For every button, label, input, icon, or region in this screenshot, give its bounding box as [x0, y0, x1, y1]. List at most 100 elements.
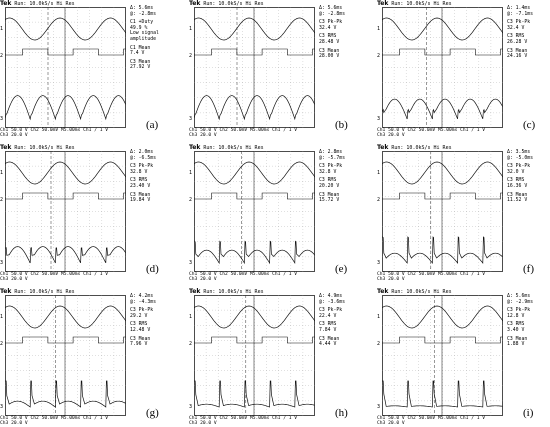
ch3-trace — [5, 380, 126, 408]
meas2-value: 7.4 V — [130, 51, 145, 57]
ch1-ground-marker: 1 — [0, 170, 4, 176]
footer-ch3-scale: 20.0 V — [11, 133, 28, 139]
measurement-readout: Δ: 2.8ms @: -5.7ms C3 Pk-Pk 32.8 V C3 RMS 20.… — [319, 150, 361, 204]
footer-ch3-scale: 20.0 V — [200, 277, 217, 283]
footer-ch1-scale: 50.0 V — [200, 416, 217, 421]
footer-trigger-level: 1 V — [288, 416, 298, 421]
meas1-title: C3 Pk-Pk — [319, 308, 343, 314]
scope-screen: 1 — [194, 151, 315, 272]
ch1-trace — [382, 161, 503, 185]
meas1-title: C3 Pk-Pk — [507, 164, 531, 170]
footer-ch1-label: Ch1 — [377, 416, 386, 421]
panel-letter: (c) — [523, 119, 536, 131]
scope-header: Tek Run: 10.0kS/s Hi Res — [0, 288, 75, 296]
cursor-position: @: -4.3ms — [130, 299, 156, 305]
footer-ch1-scale: 50.0 V — [200, 128, 217, 133]
scope-panel: Tek Run: 10.0kS/s Hi Res1123Δ: 4.9ms@: -… — [189, 288, 361, 427]
footer-line-1: Ch1 50.0 V Ch2 50.0mV M5.00ms Ch1 ∕ 1 V — [377, 128, 517, 133]
footer-ch3-label: Ch3 — [0, 421, 9, 427]
cursor-delta: Δ: 5.6ms — [507, 294, 531, 299]
footer-trigger: Ch1 ∕ — [272, 416, 286, 421]
footer-timebase: M5.00ms — [437, 272, 458, 277]
meas1-value: 22.4 V — [319, 313, 337, 319]
scope-screen: 1 — [5, 295, 126, 416]
brand-label: Tek — [377, 0, 389, 7]
brand-label: Tek — [0, 144, 12, 151]
ch3-trace — [5, 246, 126, 264]
acq-status: Run: 10.0kS/s — [203, 1, 243, 7]
meas3-value: 1.88 V — [507, 342, 525, 348]
ch2-ground-marker: 2 — [377, 53, 381, 59]
meas1-title: C3 Pk-Pk — [507, 20, 531, 26]
scope-panel: Tek Run: 10.0kS/s Hi Res1123Δ: 4.2ms@: -… — [0, 288, 172, 427]
ch3-ground-marker: 3 — [189, 404, 193, 410]
footer-ch1-label: Ch1 — [0, 128, 9, 133]
footer-line-2: Ch3 20.0 V — [377, 133, 517, 138]
brand-label: Tek — [0, 288, 12, 295]
footer-ch2-scale: 50.0mV — [41, 416, 59, 421]
footer-line-1: Ch1 50.0 V Ch2 50.0mV M5.00ms Ch1 ∕ 1 V — [189, 416, 329, 421]
footer-trigger: Ch1 ∕ — [460, 416, 474, 421]
footer-trigger-level: 1 V — [476, 128, 486, 133]
ch2-trace — [382, 336, 503, 344]
ch3-trace — [194, 240, 315, 265]
meas1-title: C3 Pk-Pk — [130, 164, 154, 170]
cursor-position: @: -5.0ms — [507, 155, 533, 161]
footer-line-2: Ch3 20.0 V — [0, 133, 140, 138]
scope-screen: 1 — [5, 7, 126, 128]
measurement-readout: Δ: 2.0ms @: -6.5ms C3 Pk-Pk 32.8 V C3 RMS 23.… — [130, 150, 172, 204]
acq-status: Run: 10.0kS/s — [14, 1, 54, 7]
ch3-ground-marker: 3 — [189, 116, 193, 122]
footer-trigger: Ch1 ∕ — [272, 272, 286, 277]
meas2-title: C1 Mean — [130, 45, 151, 51]
brand-label: Tek — [189, 144, 201, 151]
acq-mode: Hi Res — [245, 1, 264, 7]
cursor-delta: Δ: 5.6ms — [130, 6, 154, 11]
meas2-title: C3 RMS — [130, 178, 148, 184]
acq-mode: Hi Res — [56, 145, 75, 151]
cursor-delta: Δ: 1.4ms — [507, 6, 531, 11]
meas2-value: 7.84 V — [319, 327, 337, 333]
scope-footer: Ch1 50.0 V Ch2 50.0mV M5.00ms Ch1 ∕ 1 V … — [0, 416, 140, 426]
footer-ch2-scale: 50.0mV — [418, 128, 436, 133]
scope-header: Tek Run: 10.0kS/s Hi Res — [189, 144, 264, 152]
footer-ch1-scale: 50.0 V — [388, 416, 405, 421]
meas3-value: 11.52 V — [507, 198, 528, 204]
meas3-title: C3 Mean — [130, 336, 151, 342]
footer-ch1-label: Ch1 — [189, 128, 198, 133]
panel-letter: (d) — [146, 263, 159, 275]
acq-mode: Hi Res — [245, 145, 264, 151]
meas3-value: 27.92 V — [130, 65, 151, 71]
ch1-trace — [5, 161, 126, 185]
panel-letter: (h) — [335, 407, 348, 419]
scope-footer: Ch1 50.0 V Ch2 50.0mV M5.00ms Ch1 ∕ 1 V … — [0, 128, 140, 138]
panel-letter: (b) — [335, 119, 348, 131]
scope-header: Tek Run: 10.0kS/s Hi Res — [189, 1, 264, 8]
meas2-value: 20.20 V — [319, 183, 340, 189]
cursor-delta: Δ: 2.0ms — [130, 150, 154, 155]
ch3-ground-marker: 3 — [0, 260, 4, 266]
brand-label: Tek — [0, 0, 12, 7]
footer-ch3-label: Ch3 — [377, 133, 386, 139]
footer-timebase: M5.00ms — [249, 128, 270, 133]
ch3-trace — [194, 95, 315, 121]
ch1-trace — [194, 17, 315, 41]
panel-letter: (f) — [523, 263, 534, 275]
meas1-value: 32.0 V — [507, 169, 525, 175]
scope-panel: Tek Run: 10.0kS/s Hi Res1123Δ: 5.6ms@: -… — [0, 0, 172, 139]
footer-ch2-label: Ch2 — [407, 128, 416, 133]
meas1-value: 49.9 % — [130, 25, 148, 31]
footer-line-1: Ch1 50.0 V Ch2 50.0mV M5.00ms Ch1 ∕ 1 V — [0, 272, 140, 277]
footer-ch2-scale: 50.0mV — [41, 128, 59, 133]
measurement-readout: Δ: 5.6ms @: -2.8ms C3 Pk-Pk 32.4 V C3 RMS 28.… — [319, 6, 361, 60]
ch3-ground-marker: 3 — [377, 404, 381, 410]
panel-letter: (a) — [146, 119, 159, 131]
meas3-title: C3 Mean — [319, 336, 340, 342]
measurement-readout: Δ: 3.5ms @: -5.0ms C3 Pk-Pk 32.0 V C3 RMS 16.… — [507, 150, 549, 204]
scope-panel: Tek Run: 10.0kS/s Hi Res1123Δ: 5.6ms@: -… — [189, 0, 361, 139]
footer-timebase: M5.00ms — [249, 272, 270, 277]
scope-footer: Ch1 50.0 V Ch2 50.0mV M5.00ms Ch1 ∕ 1 V … — [0, 272, 140, 282]
footer-ch3-label: Ch3 — [189, 277, 198, 283]
cursor-position: @: -2.8ms — [319, 11, 345, 17]
scope-footer: Ch1 50.0 V Ch2 50.0mV M5.00ms Ch1 ∕ 1 V … — [189, 128, 329, 138]
